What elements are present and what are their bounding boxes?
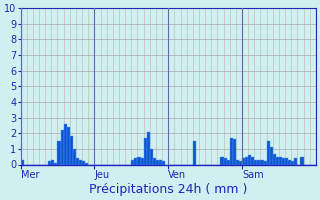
Bar (276, 157, 279, 164)
Bar (64, 124, 67, 164)
Bar (193, 141, 196, 164)
Bar (288, 160, 291, 164)
Bar (267, 141, 270, 164)
Bar (147, 132, 150, 164)
Bar (257, 160, 260, 164)
Bar (73, 149, 76, 164)
Bar (230, 138, 233, 164)
Bar (140, 158, 144, 164)
Bar (54, 163, 58, 164)
Bar (279, 157, 282, 164)
Bar (264, 161, 267, 164)
Bar (270, 147, 273, 164)
Bar (227, 160, 230, 164)
Bar (67, 127, 70, 164)
Bar (251, 157, 254, 164)
Bar (20, 160, 24, 164)
X-axis label: Précipitations 24h ( mm ): Précipitations 24h ( mm ) (89, 183, 247, 196)
Bar (239, 161, 242, 164)
Bar (76, 158, 79, 164)
Bar (233, 139, 236, 164)
Bar (282, 158, 285, 164)
Bar (236, 160, 239, 164)
Bar (70, 136, 73, 164)
Bar (220, 157, 224, 164)
Bar (273, 154, 276, 164)
Bar (254, 160, 257, 164)
Bar (138, 157, 140, 164)
Bar (300, 157, 304, 164)
Bar (58, 141, 60, 164)
Bar (134, 158, 138, 164)
Bar (291, 161, 294, 164)
Bar (150, 149, 153, 164)
Bar (248, 155, 251, 164)
Bar (224, 158, 227, 164)
Bar (156, 160, 159, 164)
Bar (260, 160, 264, 164)
Bar (285, 158, 288, 164)
Bar (162, 161, 165, 164)
Bar (51, 160, 54, 164)
Bar (159, 160, 162, 164)
Bar (82, 161, 85, 164)
Bar (60, 130, 64, 164)
Bar (144, 138, 147, 164)
Bar (79, 160, 82, 164)
Bar (131, 160, 134, 164)
Bar (48, 161, 51, 164)
Bar (294, 158, 297, 164)
Bar (242, 158, 245, 164)
Bar (85, 163, 88, 164)
Bar (153, 158, 156, 164)
Bar (245, 157, 248, 164)
